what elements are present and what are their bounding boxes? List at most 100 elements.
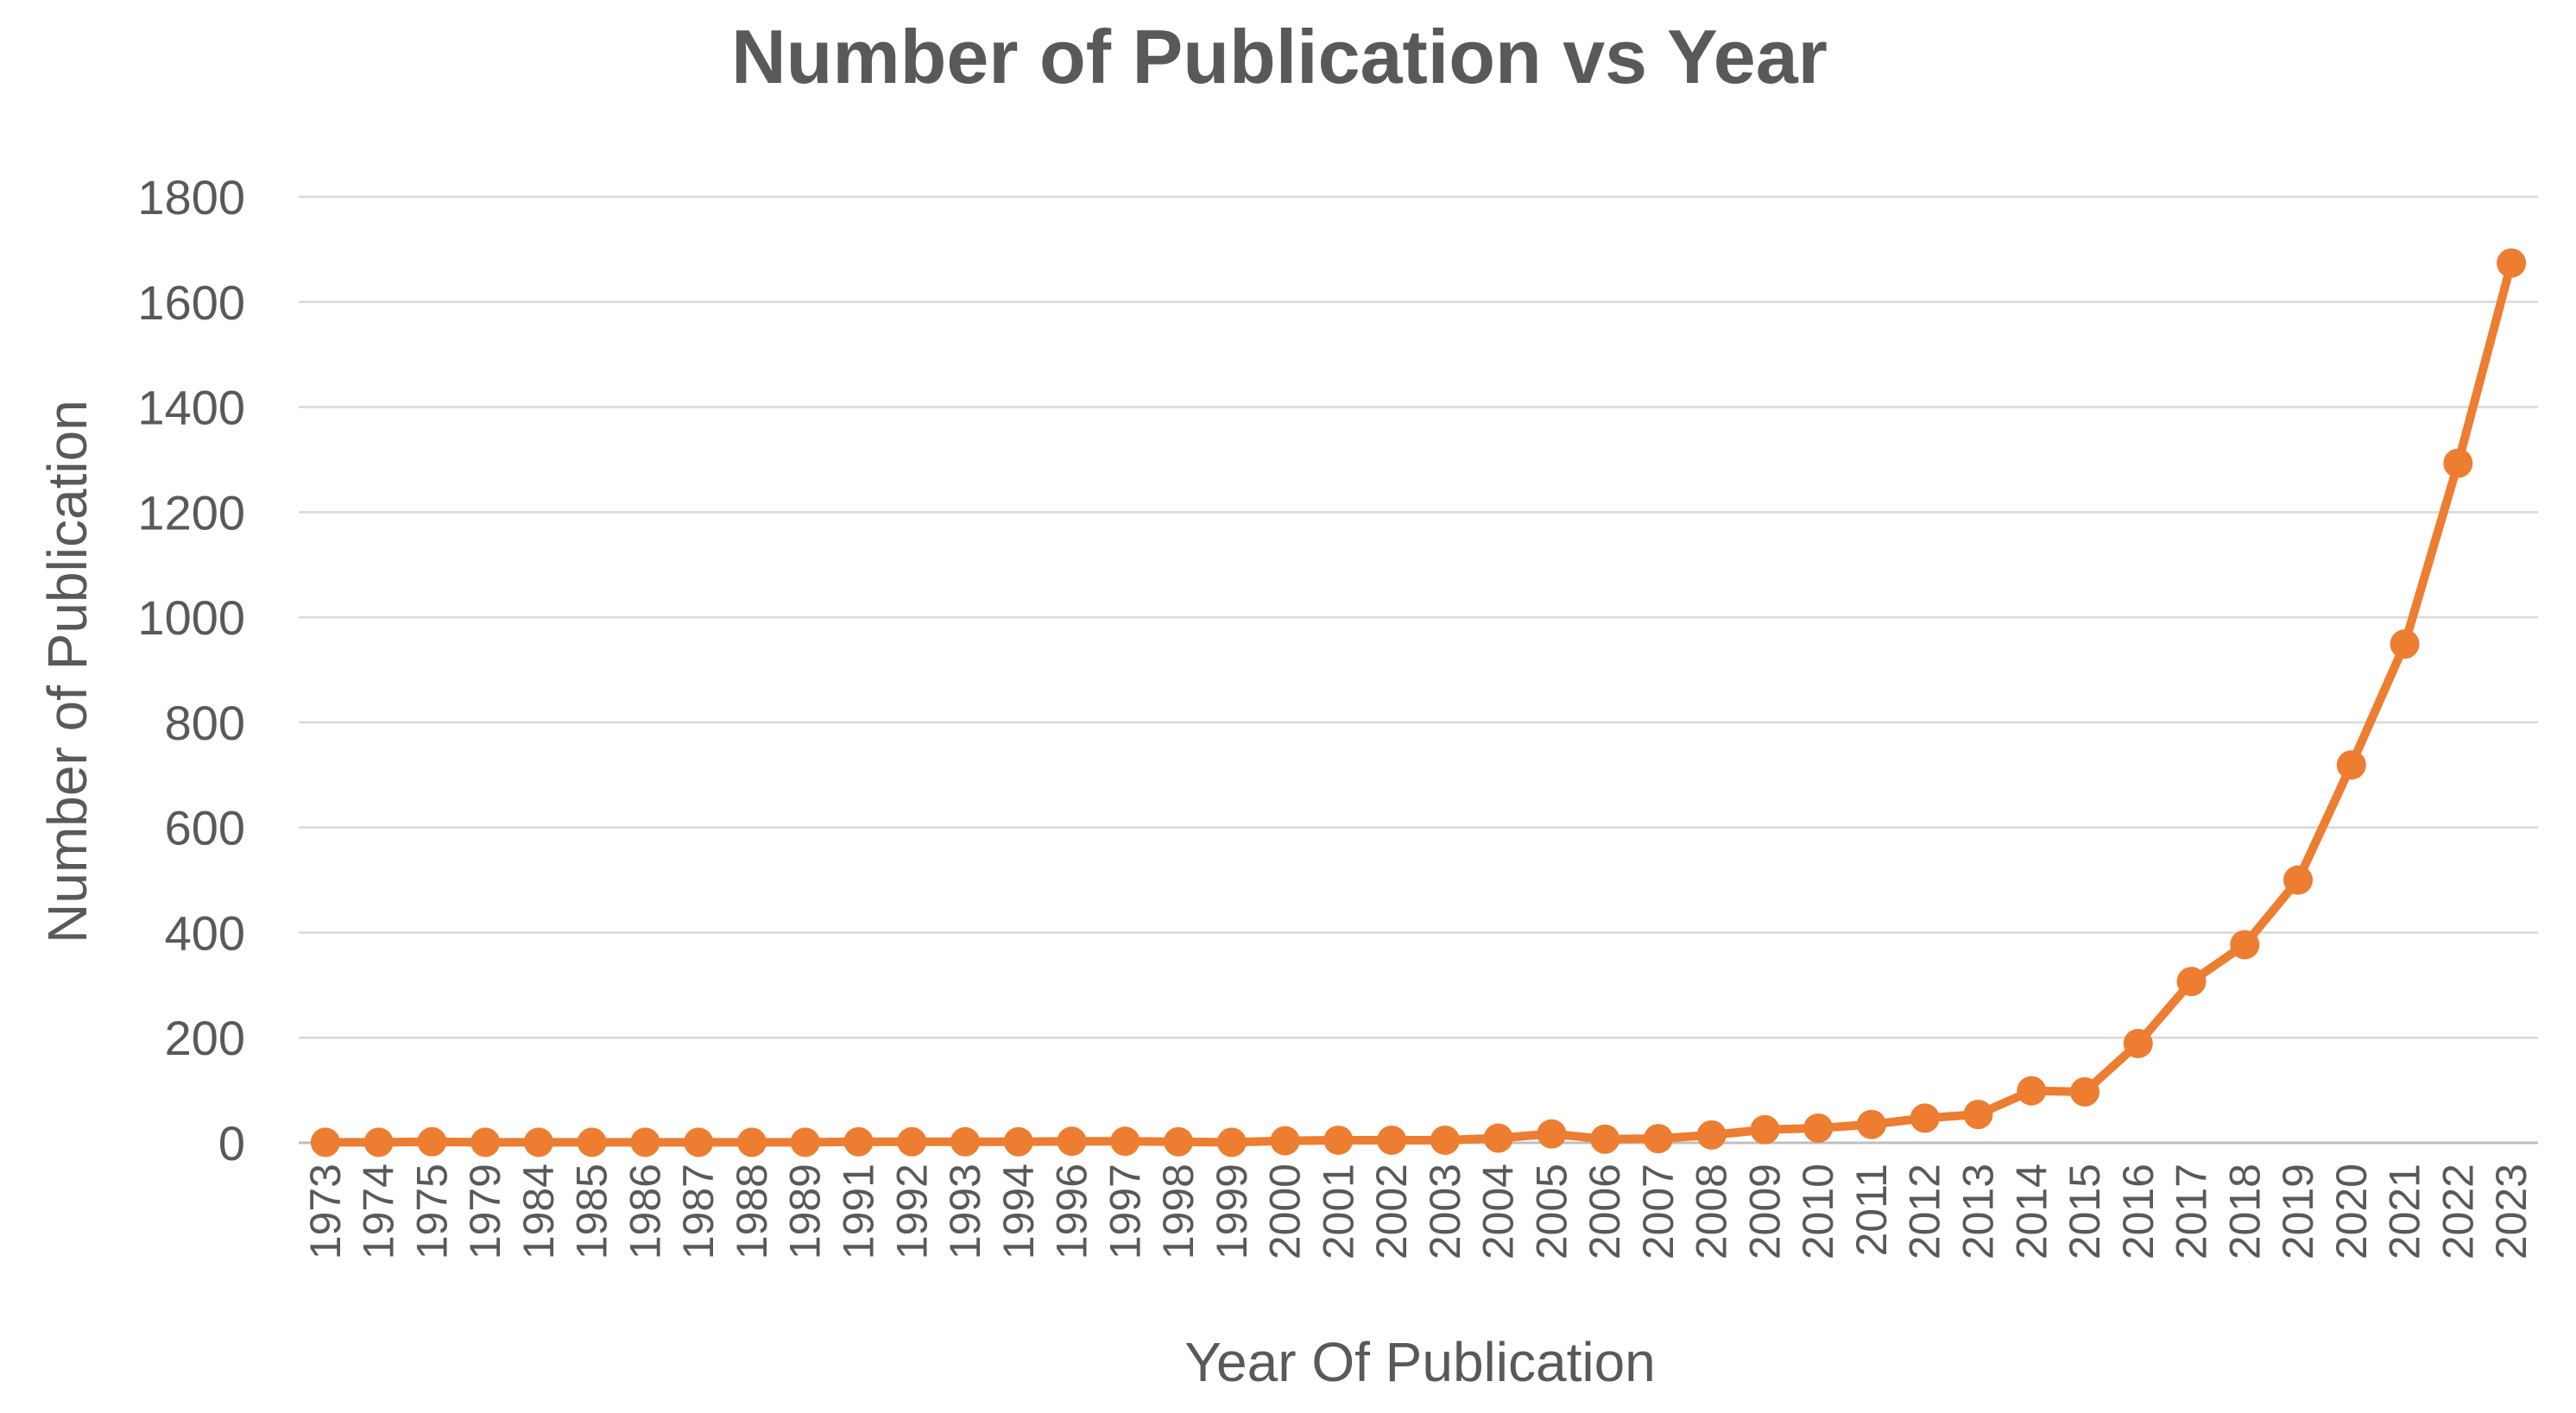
x-tick-label: 2023 xyxy=(2487,1164,2535,1259)
x-tick-label: 1979 xyxy=(461,1164,509,1259)
x-tick-label: 2009 xyxy=(1740,1164,1789,1259)
series-layer xyxy=(310,248,2527,1158)
data-point xyxy=(630,1127,660,1158)
data-point xyxy=(843,1126,874,1157)
x-tick-label: 1973 xyxy=(301,1164,350,1259)
x-tick-label: 1991 xyxy=(835,1164,883,1259)
x-tick-label: 2000 xyxy=(1261,1164,1310,1259)
x-tick-label: 2002 xyxy=(1367,1164,1416,1259)
data-point xyxy=(2497,248,2527,278)
y-tick-label: 200 xyxy=(165,1011,245,1065)
x-tick-label: 1992 xyxy=(887,1164,936,1259)
data-point xyxy=(1483,1123,1513,1153)
x-tick-label: 1994 xyxy=(994,1164,1043,1259)
data-point xyxy=(2070,1076,2100,1107)
x-tick-label: 2018 xyxy=(2220,1164,2269,1259)
data-point xyxy=(1323,1125,1354,1155)
data-point xyxy=(2017,1076,2047,1106)
data-point xyxy=(950,1126,981,1157)
x-tick-label: 2008 xyxy=(1688,1164,1736,1259)
data-point xyxy=(2123,1028,2153,1058)
y-tick-label: 1400 xyxy=(137,381,245,435)
x-tick-label: 2017 xyxy=(2168,1164,2216,1259)
x-tick-label: 1989 xyxy=(781,1164,830,1259)
x-tick-label: 2022 xyxy=(2434,1164,2482,1259)
series-line xyxy=(320,258,2516,1147)
x-tick-label: 1984 xyxy=(515,1164,563,1259)
data-point xyxy=(1430,1125,1460,1155)
data-point xyxy=(1537,1119,1567,1149)
x-tick-label: 2010 xyxy=(1794,1164,1842,1259)
data-point xyxy=(2390,629,2420,659)
x-tick-label: 2015 xyxy=(2061,1164,2109,1259)
y-tick-label: 400 xyxy=(165,905,245,960)
y-tick-label: 1800 xyxy=(137,170,245,224)
data-point xyxy=(1377,1125,1407,1155)
x-tick-label: 2005 xyxy=(1527,1164,1575,1259)
x-tick-label: 1975 xyxy=(407,1164,456,1259)
data-point xyxy=(1963,1100,1993,1130)
x-tick-label: 1974 xyxy=(355,1164,403,1259)
data-point xyxy=(523,1127,553,1158)
data-point xyxy=(736,1127,767,1158)
data-point xyxy=(1750,1114,1780,1145)
x-tick-label: 2013 xyxy=(1954,1164,2003,1259)
data-point xyxy=(470,1127,501,1158)
x-tick-label: 1993 xyxy=(941,1164,989,1259)
data-point xyxy=(1164,1126,1194,1157)
x-tick-label: 2014 xyxy=(2007,1164,2055,1259)
data-point xyxy=(1910,1103,1940,1133)
data-point xyxy=(417,1126,447,1157)
data-point xyxy=(363,1127,394,1158)
x-tick-label: 2012 xyxy=(1901,1164,1949,1259)
y-tick-label: 800 xyxy=(165,696,245,750)
x-tick-label: 2004 xyxy=(1474,1164,1523,1259)
x-tick-label: 2003 xyxy=(1421,1164,1469,1259)
y-tick-label: 600 xyxy=(165,801,245,855)
data-point xyxy=(1803,1113,1834,1143)
x-tick-label: 1998 xyxy=(1154,1164,1203,1259)
x-tick-label: 1999 xyxy=(1208,1164,1256,1259)
x-tick-label: 2007 xyxy=(1634,1164,1683,1259)
data-point xyxy=(684,1127,714,1158)
x-tick-label: 1997 xyxy=(1101,1164,1149,1259)
x-tick-label: 1996 xyxy=(1048,1164,1096,1259)
y-tick-label: 0 xyxy=(218,1116,245,1170)
y-axis-ticks: 0 200 400 600 800 1000 1200 1400 1600 1800 xyxy=(137,170,245,1170)
x-tick-label: 1987 xyxy=(674,1164,723,1259)
data-point xyxy=(2443,448,2473,478)
x-tick-label: 2020 xyxy=(2327,1164,2376,1259)
y-tick-label: 1200 xyxy=(137,485,245,539)
data-point xyxy=(2176,967,2207,997)
y-tick-label: 1000 xyxy=(137,590,245,645)
gridlines xyxy=(299,195,2538,1145)
x-tick-label: 1986 xyxy=(621,1164,669,1259)
chart-title: Number of Publication vs Year xyxy=(731,14,1828,99)
x-tick-label: 2019 xyxy=(2274,1164,2322,1259)
data-point xyxy=(790,1127,820,1158)
x-axis-ticks: 1973 1974 1975 1979 1984 1985 1986 1987 1988 1989… xyxy=(301,1164,2535,1259)
data-point xyxy=(1856,1109,1886,1139)
data-point xyxy=(1270,1126,1300,1156)
x-tick-label: 2011 xyxy=(1847,1164,1896,1257)
data-point xyxy=(1216,1127,1247,1158)
data-point xyxy=(310,1127,340,1158)
x-tick-label: 2021 xyxy=(2381,1164,2429,1259)
data-point xyxy=(1696,1120,1727,1150)
data-point xyxy=(1003,1126,1033,1157)
x-tick-label: 2001 xyxy=(1314,1164,1362,1259)
data-point xyxy=(1590,1124,1620,1154)
data-point xyxy=(897,1126,927,1157)
x-tick-label: 1985 xyxy=(568,1164,616,1259)
data-point xyxy=(577,1127,607,1158)
data-point xyxy=(2230,930,2260,960)
data-point xyxy=(2283,865,2314,895)
y-axis-title: Number of Publication xyxy=(36,400,98,943)
y-tick-label: 1600 xyxy=(137,275,245,330)
data-point xyxy=(1057,1126,1087,1157)
x-tick-label: 2006 xyxy=(1581,1164,1629,1259)
x-tick-label: 1988 xyxy=(728,1164,776,1259)
data-point xyxy=(1643,1124,1673,1154)
